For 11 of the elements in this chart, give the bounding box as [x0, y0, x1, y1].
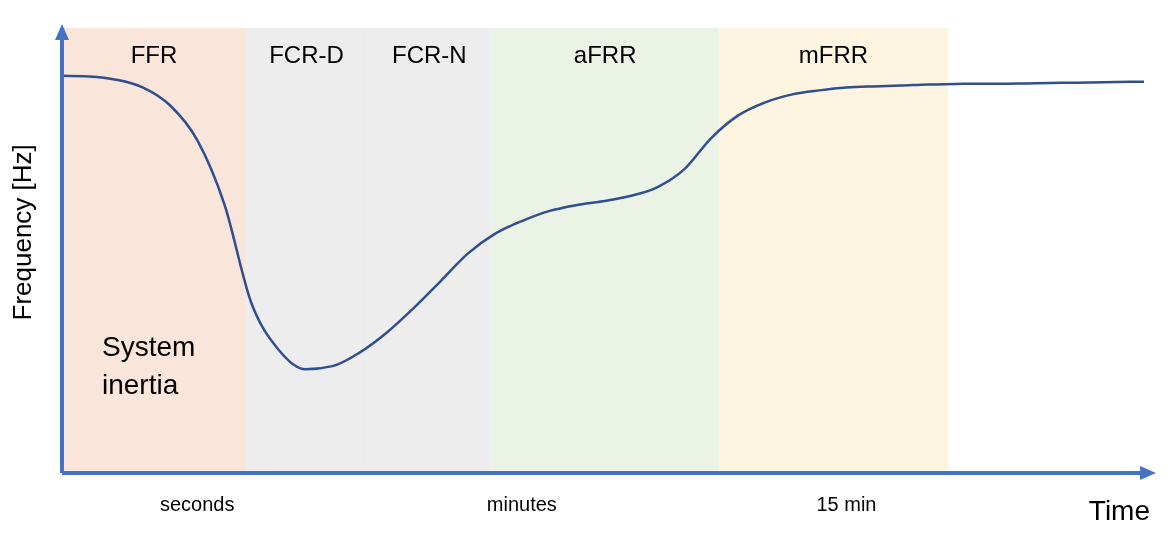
text: FFR — [130, 41, 178, 69]
x-tick-label: 15 min — [816, 493, 877, 516]
x-tick-label: minutes — [486, 493, 557, 516]
text: FCR-D — [269, 41, 344, 69]
text: FCR-N — [392, 41, 467, 69]
annotation: System inertia — [102, 330, 197, 402]
x-axis-title: Time — [1088, 495, 1150, 527]
text: aFRR — [573, 41, 637, 69]
text: mFRR — [798, 41, 869, 69]
y-axis-title: Frequency [Hz] — [7, 144, 38, 321]
x-tick-label: seconds — [160, 493, 235, 516]
